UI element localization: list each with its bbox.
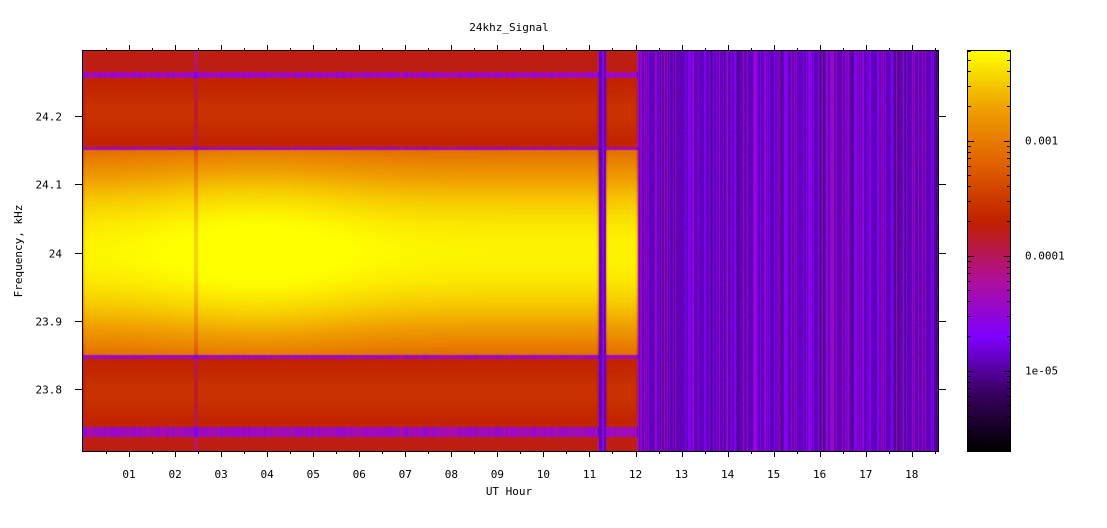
colorbar-ticks: 0.001 0.0001 1e-05 — [968, 51, 1065, 452]
colorbar: 0.001 0.0001 1e-05 — [967, 50, 1065, 452]
x-tick-label: 03 — [215, 468, 228, 481]
x-tick-label: 11 — [583, 468, 596, 481]
x-tick-label: 07 — [399, 468, 412, 481]
x-tick-label: 16 — [813, 468, 826, 481]
x-axis: 01 02 03 04 05 06 07 08 09 10 11 12 13 14 15 16 17 18 — [106, 45, 936, 481]
x-tick-label: 02 — [168, 468, 181, 481]
chart-title: 24khz_Signal — [469, 21, 548, 34]
x-tick-label: 05 — [307, 468, 320, 481]
x-tick-label: 08 — [445, 468, 458, 481]
x-tick-label: 06 — [353, 468, 366, 481]
plot-frame — [82, 50, 939, 452]
x-tick-label: 12 — [629, 468, 642, 481]
x-axis-label: UT Hour — [486, 485, 533, 498]
y-axis-label: Frequency, kHz — [12, 205, 25, 298]
colorbar-tick-label: 0.0001 — [1025, 250, 1065, 263]
colorbar-tick-label: 0.001 — [1025, 135, 1058, 148]
x-tick-label: 04 — [261, 468, 275, 481]
x-tick-label: 18 — [905, 468, 918, 481]
y-tick-label: 24.2 — [36, 111, 63, 124]
y-tick-label: 24 — [49, 248, 63, 261]
x-tick-label: 14 — [721, 468, 735, 481]
x-tick-label: 01 — [122, 468, 135, 481]
colorbar-frame — [967, 50, 1011, 452]
heatmap-area — [83, 51, 938, 451]
colorbar-canvas — [968, 51, 1010, 451]
y-tick-label: 23.9 — [36, 316, 63, 329]
y-tick-label: 24.1 — [36, 179, 63, 192]
x-tick-label: 17 — [859, 468, 872, 481]
heatmap-canvas — [83, 51, 938, 451]
x-tick-label: 10 — [537, 468, 550, 481]
colorbar-tick-label: 1e-05 — [1025, 365, 1058, 378]
x-tick-label: 15 — [767, 468, 780, 481]
x-tick-label: 09 — [491, 468, 504, 481]
y-tick-label: 23.8 — [36, 384, 63, 397]
y-axis: 23.8 23.9 24 24.1 24.2 — [36, 111, 946, 397]
x-tick-label: 13 — [675, 468, 688, 481]
